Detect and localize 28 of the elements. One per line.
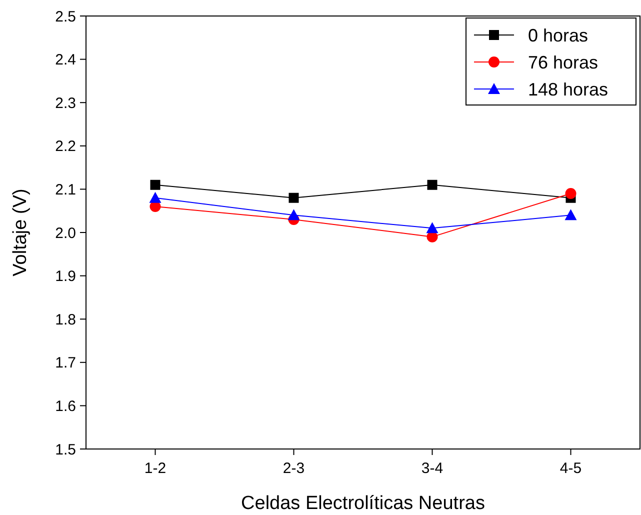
y-tick-label: 1.5: [55, 441, 76, 458]
y-tick-label: 1.8: [55, 311, 76, 328]
x-tick-label: 1-2: [144, 460, 166, 477]
x-tick-label: 2-3: [282, 460, 305, 477]
y-tick-label: 2.2: [55, 138, 76, 156]
x-tick-label: 3-4: [421, 460, 444, 477]
y-tick-label: 1.6: [55, 398, 76, 415]
y-tick-label: 2.5: [55, 8, 76, 26]
x-tick-label: 4-5: [560, 460, 582, 477]
y-tick-label: 2.4: [55, 52, 76, 69]
point: [426, 222, 438, 234]
point: [150, 180, 160, 190]
y-tick-label: 1.7: [55, 354, 76, 372]
point: [288, 209, 300, 220]
point: [288, 192, 299, 203]
legend-label: 76 horas: [528, 52, 598, 72]
y-axis-title: Voltaje (V): [10, 188, 31, 276]
y-tick-label: 2.1: [55, 181, 76, 198]
x-axis-title: Celdas Electrolíticas Neutras: [241, 493, 485, 514]
y-tick-label: 2.3: [55, 94, 76, 112]
point: [564, 209, 577, 220]
y-tick-label: 2.0: [55, 224, 76, 242]
legend-label: 0 horas: [528, 25, 588, 46]
point: [427, 180, 438, 190]
point: [565, 188, 576, 200]
point: [149, 192, 162, 203]
y-tick-label: 1.9: [55, 268, 76, 286]
legend-label: 148 horas: [528, 79, 608, 100]
